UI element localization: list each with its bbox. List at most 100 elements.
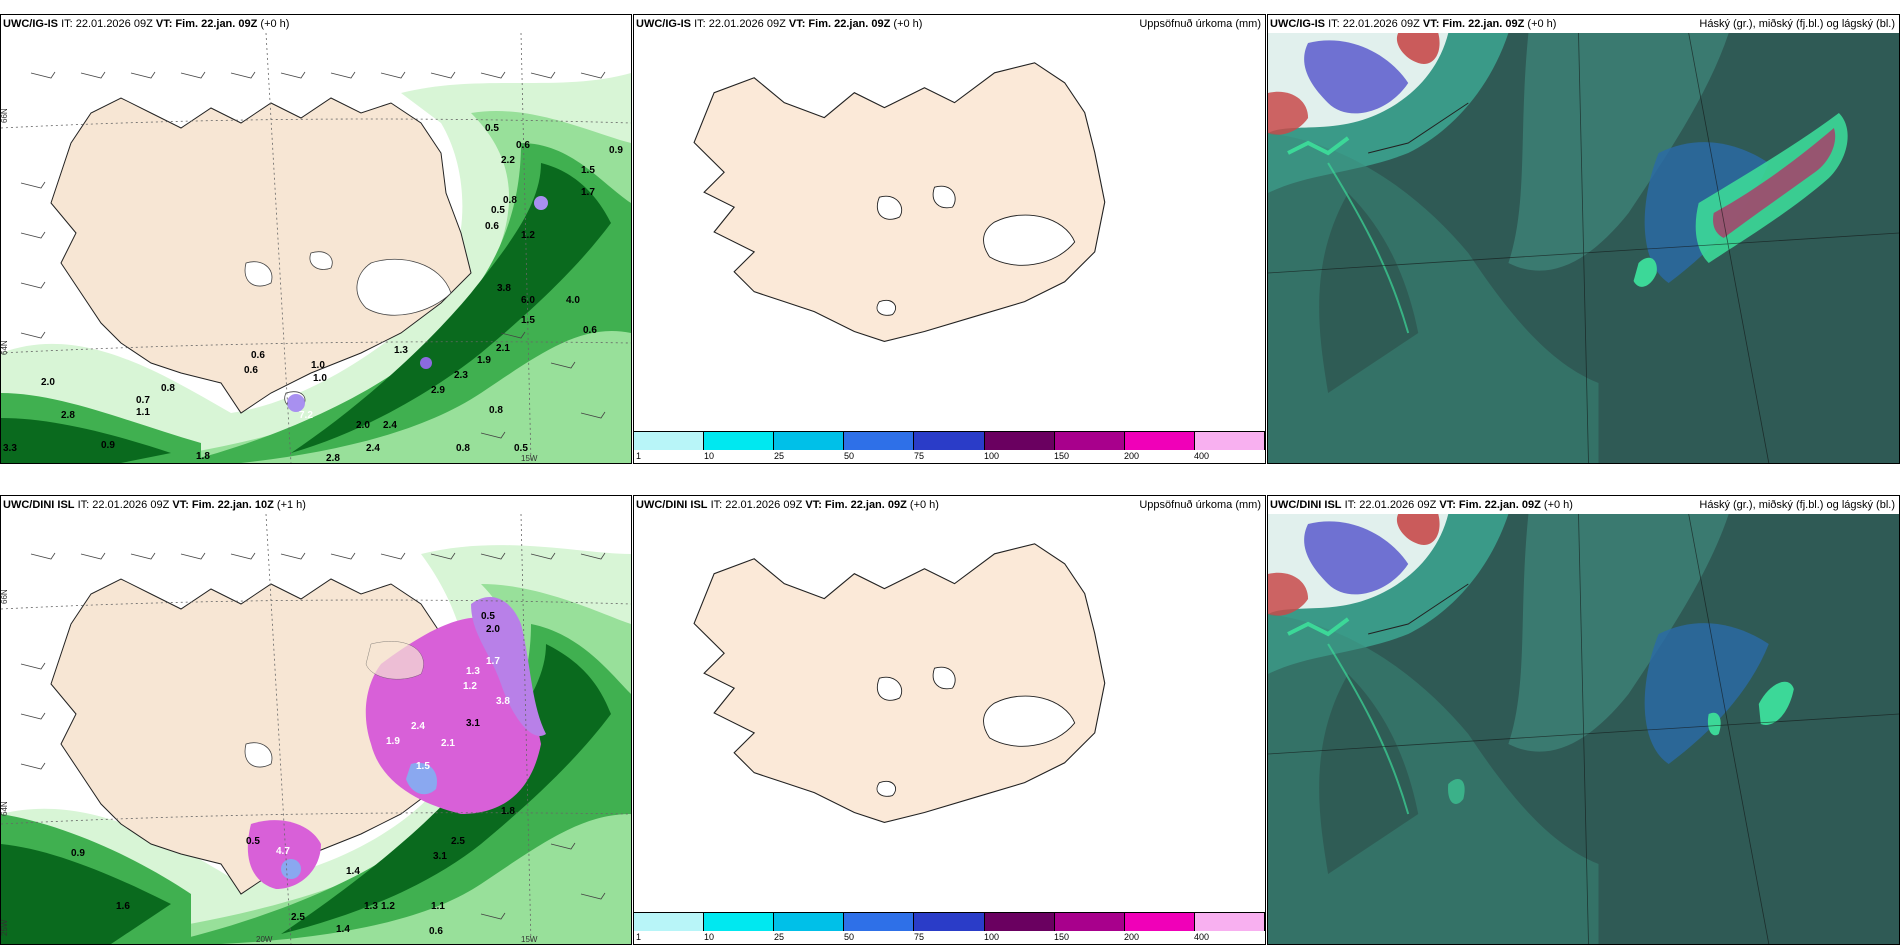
lead-time: (+0 h) [1527,18,1557,30]
lon-label: 15W [521,454,538,463]
lead-time: (+1 h) [276,499,306,511]
precip-values: 0.5 0.9 2.2 0.6 1.5 1.7 0.8 0.5 0.6 1.2 … [3,123,623,463]
init-time: IT: 22.01.2026 09Z [710,499,803,511]
panel-header: UWC/DINI ISL IT: 22.01.2026 09Z VT: Fim.… [1,496,631,514]
svg-text:0.8: 0.8 [489,405,503,416]
map-area[interactable] [1268,33,1899,463]
colorbar-tick: 10 [704,932,715,942]
svg-text:2.5: 2.5 [451,836,465,847]
svg-text:1.9: 1.9 [477,355,491,366]
panel-header: UWC/DINI ISL IT: 22.01.2026 09Z VT: Fim.… [634,496,1265,514]
colorbar-swatch [1054,432,1125,450]
svg-text:0.5: 0.5 [514,443,528,454]
map-area[interactable] [634,33,1265,431]
svg-text:2.1: 2.1 [496,343,510,354]
svg-text:1.5: 1.5 [416,761,430,772]
svg-text:1.7: 1.7 [581,187,595,198]
svg-text:0.5: 0.5 [246,836,260,847]
colorbar-swatch [704,913,775,931]
svg-text:0.9: 0.9 [609,145,623,156]
svg-text:0.8: 0.8 [503,195,517,206]
svg-text:0.9: 0.9 [71,848,85,859]
valid-time-label: VT: [805,499,822,511]
colorbar-swatch [1194,432,1265,450]
svg-text:1.2: 1.2 [463,681,477,692]
svg-text:0.8: 0.8 [161,383,175,394]
svg-text:2.8: 2.8 [326,453,340,463]
precip-colorbar: 1 10 25 50 75 100 150 200 400 [634,912,1265,944]
svg-text:3.8: 3.8 [496,696,510,707]
model-name: UWC/IG-IS [636,18,691,30]
model-name: UWC/IG-IS [1270,18,1325,30]
colorbar-tick: 10 [704,451,715,461]
colorbar-tick: 400 [1194,451,1210,461]
valid-time-label: VT: [788,18,806,30]
svg-text:1.4: 1.4 [346,866,360,877]
svg-text:2.1: 2.1 [441,738,455,749]
svg-text:1.7: 1.7 [486,656,500,667]
svg-text:0.5: 0.5 [481,611,495,622]
colorbar-swatch [704,432,775,450]
valid-time-label: VT: [155,18,173,30]
colorbar-tick: 400 [1194,932,1210,942]
iceland-land [50,97,472,414]
svg-text:7.2: 7.2 [299,410,313,421]
svg-text:1.5: 1.5 [521,315,535,326]
svg-text:2.2: 2.2 [501,155,515,166]
svg-text:1.1: 1.1 [431,901,445,912]
colorbar-tick: 1 [636,932,642,942]
svg-text:1.2: 1.2 [521,230,535,241]
svg-text:4.0: 4.0 [566,295,580,306]
map-area[interactable]: 66N 64N 25W 20W 15W 2.0 0.5 1.3 1.7 1.2 … [1,514,631,944]
wind-barbs [20,552,606,920]
valid-time-label: VT: [1439,499,1456,511]
colorbar-tick: 100 [984,932,1000,942]
svg-text:0.8: 0.8 [456,443,470,454]
svg-text:6.0: 6.0 [521,295,535,306]
panel-header: UWC/IG-IS IT: 22.01.2026 09Z VT: Fim. 22… [634,15,1265,33]
init-time: IT: 22.01.2026 09Z [1328,18,1420,30]
accumulated-precip-panel-top[interactable]: UWC/IG-IS IT: 22.01.2026 09Z VT: Fim. 22… [633,14,1266,464]
colorbar-swatch [844,432,915,450]
map-area[interactable] [1268,514,1899,944]
colorbar-swatch [634,432,705,450]
wind-barbs [20,71,606,439]
colorbar-tick: 50 [844,932,855,942]
valid-time: Fim. 22.jan. 09Z [1458,499,1541,511]
lead-time: (+0 h) [909,499,939,511]
lead-time: (+0 h) [260,18,290,30]
svg-text:1.8: 1.8 [501,806,515,817]
lead-time: (+0 h) [893,18,923,30]
wind-precip-panel-bottom[interactable]: UWC/DINI ISL IT: 22.01.2026 09Z VT: Fim.… [0,495,632,945]
model-name: UWC/IG-IS [3,18,58,30]
colorbar-swatch [844,913,915,931]
init-time: IT: 22.01.2026 09Z [1344,499,1437,511]
colorbar-tick: 100 [984,451,1000,461]
valid-time: Fim. 22.jan. 10Z [191,499,274,511]
svg-text:0.6: 0.6 [583,325,597,336]
svg-text:1.0: 1.0 [311,360,325,371]
lat-label: 66N [1,108,9,123]
svg-text:1.3: 1.3 [466,666,480,677]
map-area[interactable] [634,514,1265,912]
map-area[interactable]: 66N 64N 15W 0.5 0.9 2.2 0.6 1.5 1.7 0.8 … [1,33,631,463]
colorbar-swatch [634,913,705,931]
svg-text:0.5: 0.5 [491,205,505,216]
colorbar-tick: 150 [1054,932,1070,942]
svg-text:1.5: 1.5 [581,165,595,176]
wind-precip-panel-top[interactable]: UWC/IG-IS IT: 22.01.2026 09Z VT: Fim. 22… [0,14,632,464]
svg-text:0.7: 0.7 [136,395,150,406]
accumulated-precip-panel-bottom[interactable]: UWC/DINI ISL IT: 22.01.2026 09Z VT: Fim.… [633,495,1266,945]
init-time: IT: 22.01.2026 09Z [694,18,786,30]
svg-text:2.8: 2.8 [61,410,75,421]
svg-text:1.9: 1.9 [386,736,400,747]
field-title: Háský (gr.), miðský (fj.bl.) og lágský (… [1699,18,1895,30]
svg-text:0.6: 0.6 [485,221,499,232]
cloud-cover-panel-top[interactable]: UWC/IG-IS IT: 22.01.2026 09Z VT: Fim. 22… [1267,14,1900,464]
svg-text:2.0: 2.0 [41,377,55,388]
cloud-cover-panel-bottom[interactable]: UWC/DINI ISL IT: 22.01.2026 09Z VT: Fim.… [1267,495,1900,945]
svg-text:0.9: 0.9 [101,440,115,451]
svg-text:3.1: 3.1 [433,851,447,862]
svg-text:3.8: 3.8 [497,283,511,294]
colorbar-tick: 200 [1124,932,1140,942]
